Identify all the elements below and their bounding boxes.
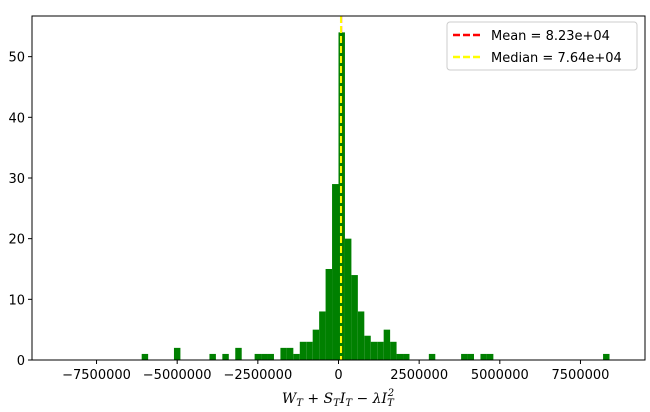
legend: Mean = 8.23e+04 Median = 7.64e+04 xyxy=(446,21,638,71)
histogram-bar xyxy=(173,347,181,360)
histogram-bar xyxy=(222,353,229,360)
y-tick-label: 40 xyxy=(8,111,25,126)
x-tick-label: 7500000 xyxy=(552,368,610,383)
histogram-bar xyxy=(357,311,365,360)
y-tick-label: 20 xyxy=(8,233,25,248)
histogram-bar xyxy=(390,341,397,360)
histogram-bar xyxy=(480,353,487,360)
histogram-bars xyxy=(141,32,610,360)
x-tick-label: 0 xyxy=(334,368,342,383)
histogram-bar xyxy=(254,353,262,360)
histogram-bar xyxy=(403,353,410,360)
histogram-bar xyxy=(396,353,404,360)
histogram-bar xyxy=(467,353,474,360)
histogram-bar xyxy=(461,353,468,360)
legend-median-label: Median = 7.64e+04 xyxy=(491,51,622,66)
histogram-bar xyxy=(261,353,268,360)
histogram-bar xyxy=(351,275,358,360)
histogram-bar xyxy=(603,353,610,360)
histogram-bar xyxy=(312,329,320,360)
histogram-bar xyxy=(280,347,287,360)
legend-box xyxy=(446,21,638,71)
y-tick-label: 50 xyxy=(8,51,25,66)
x-tick-label: −2500000 xyxy=(223,368,292,383)
histogram-bar xyxy=(332,184,339,360)
histogram-bar xyxy=(235,347,242,360)
y-tick-label: 30 xyxy=(8,172,25,187)
x-tick-label: −5000000 xyxy=(143,368,212,383)
histogram-bar xyxy=(325,268,333,360)
histogram-bar xyxy=(344,238,352,360)
y-tick-label: 10 xyxy=(8,293,25,308)
histogram-bar xyxy=(319,311,326,360)
histogram-bar xyxy=(209,353,216,360)
histogram-bar xyxy=(306,341,313,360)
histogram-bar xyxy=(293,353,300,360)
histogram-bar xyxy=(370,341,378,360)
x-axis-ticks: −7500000 −5000000 −2500000 0 2500000 5000000 7… xyxy=(62,360,609,383)
y-tick-label: 0 xyxy=(17,354,25,369)
histogram-bar xyxy=(383,329,391,360)
histogram-bar xyxy=(428,353,436,360)
histogram-bar xyxy=(141,353,149,360)
histogram-bar xyxy=(286,347,294,360)
y-axis-ticks: 0 10 20 30 40 50 xyxy=(8,51,32,369)
histogram-bar xyxy=(377,341,384,360)
histogram-bar xyxy=(267,353,274,360)
x-tick-label: 5000000 xyxy=(471,368,529,383)
histogram-bar xyxy=(299,341,307,360)
x-tick-label: 2500000 xyxy=(390,368,448,383)
x-axis-label: WT + STIT − λIT2 xyxy=(282,388,395,409)
histogram-bar xyxy=(364,335,371,360)
x-tick-label: −7500000 xyxy=(62,368,131,383)
histogram-bar xyxy=(486,353,494,360)
legend-mean-label: Mean = 8.23e+04 xyxy=(491,29,610,44)
